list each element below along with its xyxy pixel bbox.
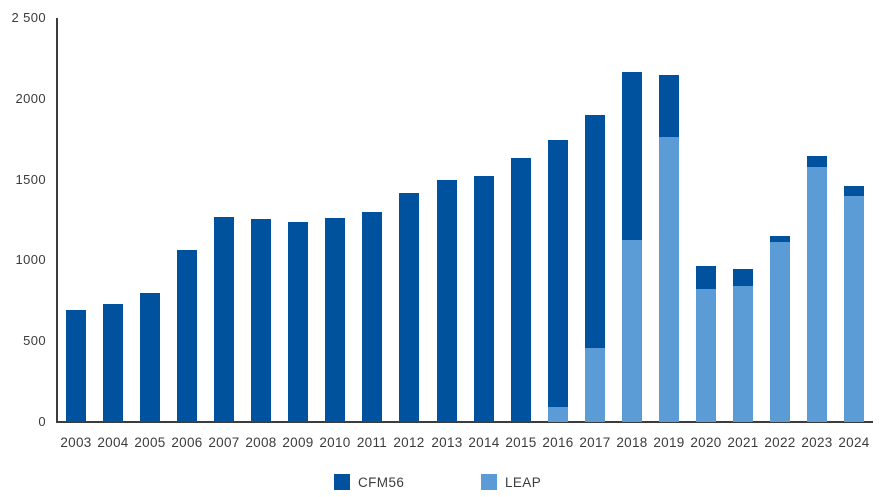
legend-label-leap: LEAP <box>505 474 542 490</box>
x-tick-label-2008: 2008 <box>245 435 277 450</box>
bar-segment-cfm56-2017 <box>585 115 605 348</box>
x-tick-label-2022: 2022 <box>764 435 796 450</box>
bar-segment-cfm56-2006 <box>177 250 197 422</box>
x-tick-label-2013: 2013 <box>431 435 463 450</box>
x-tick-label-2004: 2004 <box>97 435 129 450</box>
legend-item-cfm56: CFM56 <box>334 474 404 490</box>
y-tick-label: 1500 <box>15 172 46 187</box>
bar-segment-cfm56-2008 <box>251 219 271 422</box>
x-tick-label-2011: 2011 <box>356 435 388 450</box>
bar-segment-leap-2024 <box>844 196 864 422</box>
bar-segment-cfm56-2023 <box>807 156 827 167</box>
legend-swatch-leap <box>481 474 497 490</box>
x-tick-label-2014: 2014 <box>468 435 500 450</box>
x-tick-label-2003: 2003 <box>60 435 92 450</box>
bar-segment-cfm56-2016 <box>548 140 568 407</box>
x-tick-label-2017: 2017 <box>579 435 611 450</box>
y-tick-label: 1000 <box>15 252 46 267</box>
bar-segment-leap-2023 <box>807 167 827 422</box>
x-tick-label-2010: 2010 <box>319 435 351 450</box>
y-tick-label: 2 500 <box>11 10 46 25</box>
x-tick-label-2016: 2016 <box>542 435 574 450</box>
x-tick-label-2012: 2012 <box>393 435 425 450</box>
legend-label-cfm56: CFM56 <box>358 474 405 490</box>
x-tick-label-2024: 2024 <box>838 435 870 450</box>
x-tick-label-2006: 2006 <box>171 435 203 450</box>
bar-segment-cfm56-2013 <box>437 180 457 422</box>
y-tick-label: 2000 <box>15 91 46 106</box>
bar-segment-cfm56-2015 <box>511 158 531 422</box>
x-tick-label-2005: 2005 <box>134 435 166 450</box>
bar-segment-leap-2022 <box>770 242 790 422</box>
bar-segment-cfm56-2004 <box>103 304 123 422</box>
x-tick-label-2007: 2007 <box>208 435 240 450</box>
bar-segment-cfm56-2009 <box>288 222 308 422</box>
y-tick-label: 0 <box>38 414 46 429</box>
x-tick-label-2015: 2015 <box>505 435 537 450</box>
y-tick-label: 500 <box>23 333 46 348</box>
x-tick-label-2018: 2018 <box>616 435 648 450</box>
bar-segment-cfm56-2020 <box>696 266 716 289</box>
bar-segment-leap-2017 <box>585 348 605 422</box>
bar-segment-leap-2018 <box>622 240 642 422</box>
bar-segment-cfm56-2021 <box>733 269 753 286</box>
bar-segment-cfm56-2018 <box>622 72 642 240</box>
bar-segment-cfm56-2011 <box>362 212 382 422</box>
bar-segment-cfm56-2022 <box>770 236 790 242</box>
bar-segment-cfm56-2003 <box>66 310 86 422</box>
x-tick-label-2023: 2023 <box>801 435 833 450</box>
bar-segment-cfm56-2024 <box>844 186 864 196</box>
bar-segment-cfm56-2007 <box>214 217 234 422</box>
legend-item-leap: LEAP <box>481 474 541 490</box>
x-tick-label-2020: 2020 <box>690 435 722 450</box>
bar-segment-leap-2019 <box>659 137 679 422</box>
bar-segment-leap-2016 <box>548 407 568 422</box>
bar-segment-cfm56-2012 <box>399 193 419 422</box>
x-tick-label-2021: 2021 <box>727 435 759 450</box>
bar-segment-cfm56-2010 <box>325 218 345 422</box>
x-tick-label-2019: 2019 <box>653 435 685 450</box>
legend-swatch-cfm56 <box>334 474 350 490</box>
x-tick-label-2009: 2009 <box>282 435 314 450</box>
y-axis-line <box>56 18 58 423</box>
bar-segment-cfm56-2019 <box>659 75 679 137</box>
x-axis-line <box>56 421 873 423</box>
bar-segment-cfm56-2014 <box>474 176 494 422</box>
bar-segment-cfm56-2005 <box>140 293 160 422</box>
bar-segment-leap-2021 <box>733 286 753 422</box>
bar-segment-leap-2020 <box>696 289 716 422</box>
